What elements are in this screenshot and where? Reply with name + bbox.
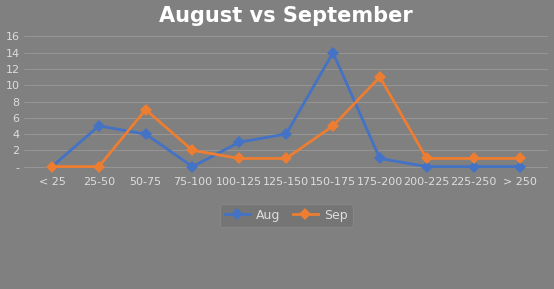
Aug [283,132,290,136]
Title: August vs September: August vs September [159,5,413,25]
Sep [95,165,102,168]
Aug [189,165,196,168]
Sep [189,149,196,152]
Aug [330,51,336,54]
Aug [423,165,430,168]
Aug [236,140,243,144]
Sep [236,157,243,160]
Sep [517,157,524,160]
Line: Sep: Sep [48,73,525,171]
Sep [142,108,149,111]
Sep [330,124,336,128]
Aug [142,132,149,136]
Line: Aug: Aug [48,49,525,171]
Sep [470,157,477,160]
Sep [423,157,430,160]
Sep [283,157,290,160]
Aug [517,165,524,168]
Aug [95,124,102,128]
Aug [470,165,477,168]
Legend: Aug, Sep: Aug, Sep [219,204,353,227]
Aug [377,157,383,160]
Aug [49,165,55,168]
Sep [377,75,383,79]
Sep [49,165,55,168]
